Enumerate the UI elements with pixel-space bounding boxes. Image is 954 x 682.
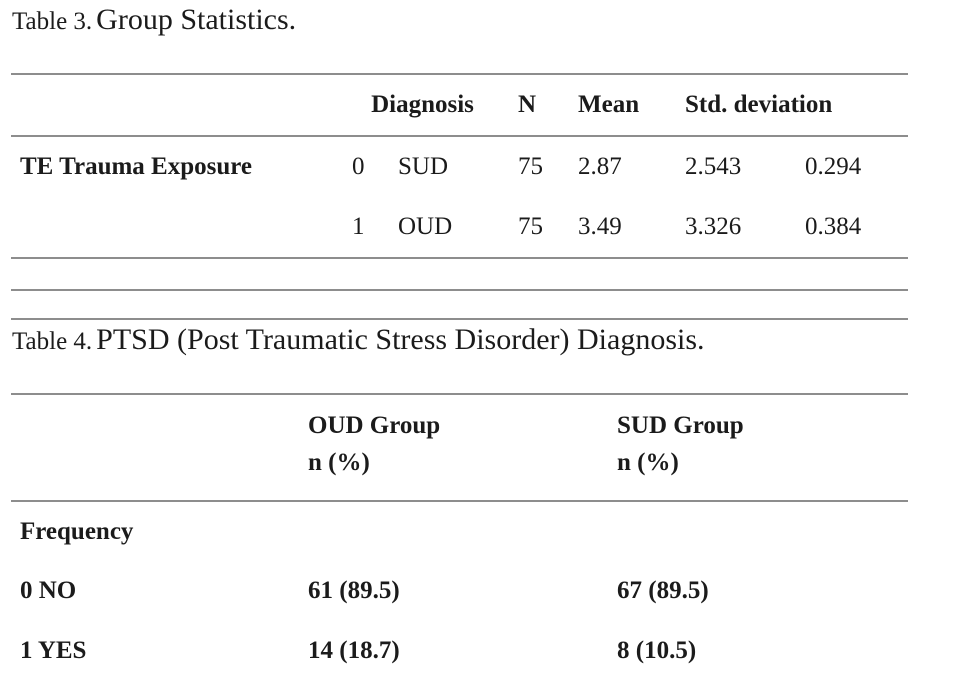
- table3-cell-mean: 3.49: [578, 213, 622, 240]
- table4-cell-sud: 8 (10.5): [617, 637, 697, 664]
- separator-rule: [11, 318, 908, 320]
- table3-cell-n: 75: [518, 213, 543, 240]
- table4-header-oud-group: OUD Group n (%): [308, 394, 617, 502]
- table4-cell-oud: 14 (18.7): [308, 637, 400, 664]
- table3-cell-mean: 2.87: [578, 153, 622, 180]
- table4-header-oud-subtitle: n (%): [308, 449, 370, 476]
- table4-header-sud-group: SUD Group n (%): [617, 394, 908, 502]
- table3-row-label: TE Trauma Exposure: [20, 153, 252, 180]
- table4-cell-oud: 61 (89.5): [308, 577, 400, 604]
- table3-cell-n: 75: [518, 153, 543, 180]
- table3-cell-std-error: 0.294: [805, 153, 862, 180]
- table3-cell-group: OUD: [398, 213, 453, 240]
- table4-cell-sud: 67 (89.5): [617, 577, 709, 604]
- table3-caption-title: Group Statistics.: [96, 3, 297, 36]
- table3-header-n: N: [505, 74, 565, 137]
- group-statistics-table: Diagnosis N Mean Std. deviation TE Traum…: [11, 73, 909, 259]
- table4-header-row: OUD Group n (%) SUD Group n (%): [11, 394, 908, 502]
- table4-cell-sud: [617, 501, 908, 561]
- table4-section-label: Frequency: [20, 517, 134, 545]
- table3-header-row: Diagnosis N Mean Std. deviation: [11, 74, 909, 137]
- table3-cell-code: 1: [352, 213, 365, 240]
- table4-row-label: 0 NO: [20, 577, 77, 604]
- table3-cell-group: SUD: [398, 153, 449, 180]
- table3-caption: Table 3. Group Statistics.: [12, 2, 296, 43]
- table-row: 1 OUD 75 3.49 3.326 0.384: [11, 197, 908, 258]
- table4-header-sud-subtitle: n (%): [617, 449, 679, 476]
- table-row: 0 NO 61 (89.5) 67 (89.5): [11, 561, 908, 621]
- table4-cell-oud: [308, 501, 617, 561]
- table3-header-mean: Mean: [565, 74, 672, 137]
- table3-cell-std-deviation: 3.326: [685, 213, 742, 240]
- table4-caption-title: PTSD (Post Traumatic Stress Disorder) Di…: [96, 323, 705, 356]
- table3-row-label: [11, 197, 340, 258]
- table-row: Frequency: [11, 501, 908, 561]
- ptsd-diagnosis-table: OUD Group n (%) SUD Group n (%) Frequenc…: [11, 393, 908, 681]
- table3-cell-std-error: 0.384: [805, 213, 862, 240]
- table3-header-diagnosis: Diagnosis: [340, 74, 505, 137]
- table4-row-label: 1 YES: [20, 637, 87, 664]
- table4-header-empty: [11, 394, 308, 502]
- table3-header-empty: [11, 74, 340, 137]
- table4-header-oud-title: OUD Group: [308, 412, 441, 439]
- table3-header-std-deviation: Std. deviation: [672, 74, 909, 137]
- ptsd-diagnosis-table-header: OUD Group n (%) SUD Group n (%): [11, 394, 908, 502]
- table-row: 1 YES 14 (18.7) 8 (10.5): [11, 621, 908, 681]
- group-statistics-table-body: TE Trauma Exposure 0 SUD 75 2.87 2.543 0…: [11, 136, 908, 258]
- table4-caption: Table 4. PTSD (Post Traumatic Stress Dis…: [12, 322, 705, 363]
- table4-header-sud-title: SUD Group: [617, 412, 744, 439]
- separator-rule: [11, 289, 908, 291]
- table3-caption-prefix: Table 3.: [12, 8, 93, 35]
- table4-caption-prefix: Table 4.: [12, 328, 93, 355]
- ptsd-diagnosis-table-body: Frequency 0 NO 61 (89.5) 67 (89.5) 1 YES…: [11, 501, 908, 681]
- table3-cell-code: 0: [352, 153, 365, 180]
- table3-cell-std-deviation: 2.543: [685, 153, 742, 180]
- group-statistics-table-header: Diagnosis N Mean Std. deviation: [11, 74, 909, 137]
- table-row: TE Trauma Exposure 0 SUD 75 2.87 2.543 0…: [11, 136, 908, 197]
